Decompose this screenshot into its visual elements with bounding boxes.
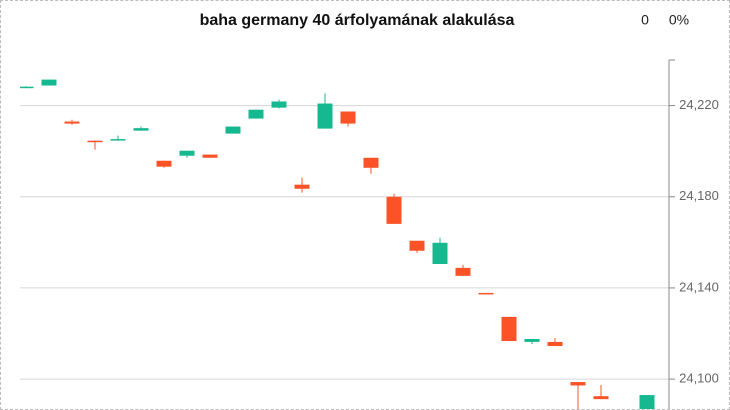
- header-percent: 0%: [669, 12, 689, 28]
- candle-body: [386, 196, 402, 224]
- candle-body: [133, 128, 149, 131]
- candle-body: [248, 109, 264, 119]
- candle-body: [570, 382, 586, 386]
- y-tick-label: 24,100: [679, 371, 719, 386]
- candle-body: [455, 267, 471, 276]
- candle-body: [409, 240, 425, 251]
- candle-body: [294, 184, 310, 189]
- grid: 24,100 24,140 24,180 24,220: [20, 97, 719, 386]
- candle-body: [524, 338, 540, 342]
- candles: [20, 79, 655, 409]
- candle-body: [340, 111, 356, 124]
- candle-body: [41, 79, 57, 86]
- y-tick-label: 24,220: [679, 97, 719, 112]
- candle-body: [478, 292, 494, 295]
- candle-body: [271, 101, 287, 108]
- candle-body: [202, 154, 218, 158]
- candle-body: [547, 341, 563, 347]
- y-tick-label: 24,180: [679, 188, 719, 203]
- candle-body: [501, 316, 517, 342]
- candle-body: [363, 157, 379, 168]
- candle-body: [179, 150, 195, 156]
- y-tick-label: 24,140: [679, 279, 719, 294]
- candle-body: [639, 395, 655, 409]
- candle-body: [432, 242, 448, 264]
- candle-body: [225, 126, 241, 134]
- chart-title: baha germany 40 árfolyamának alakulása: [200, 12, 515, 29]
- header-value: 0: [641, 12, 649, 28]
- candle-body: [64, 121, 80, 124]
- candle-body: [110, 139, 126, 141]
- candle-body: [156, 160, 172, 167]
- candle-body: [593, 396, 609, 400]
- candle-body: [87, 140, 103, 143]
- candle-body: [20, 86, 34, 89]
- candle-body: [317, 103, 333, 129]
